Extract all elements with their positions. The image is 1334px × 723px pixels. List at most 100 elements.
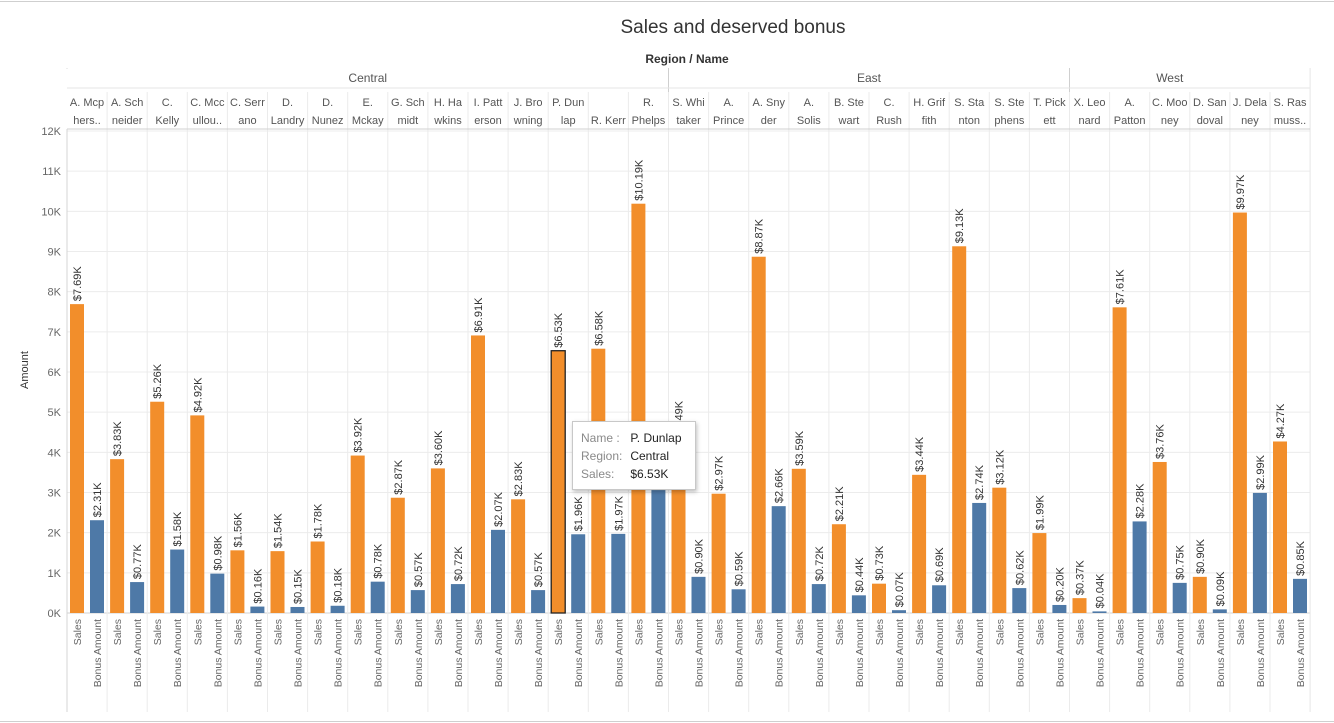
measure-label-sales: Sales: [794, 619, 806, 645]
sales-bar[interactable]: [390, 497, 405, 613]
sales-bar[interactable]: [270, 551, 285, 613]
sales-bar[interactable]: [70, 304, 84, 613]
bonus-bar[interactable]: [210, 573, 225, 613]
name-header: X. Leo: [1074, 97, 1106, 109]
bonus-bar[interactable]: [450, 584, 465, 613]
bonus-bar[interactable]: [410, 590, 425, 613]
region-label-east: East: [857, 71, 882, 85]
bonus-bar[interactable]: [531, 590, 546, 613]
bonus-bar[interactable]: [1012, 588, 1027, 613]
sales-bar[interactable]: [711, 493, 726, 613]
sales-bar[interactable]: [751, 256, 766, 613]
sales-value-label: $6.53K: [553, 312, 565, 348]
measure-labels: Sales Bonus Amount Sales Bonus Amount Sales B…: [72, 619, 1307, 687]
sales-bar[interactable]: [1232, 212, 1247, 613]
measure-label-sales: Sales: [273, 619, 285, 645]
bonus-bar[interactable]: [1212, 609, 1227, 613]
bonus-bar[interactable]: [1092, 611, 1107, 613]
name-header: E.: [363, 97, 373, 109]
name-header: C. Serr: [230, 97, 265, 109]
measure-label-sales: Sales: [112, 619, 124, 645]
measure-label-bonus: Bonus Amount: [814, 619, 826, 687]
bonus-value-label: $0.75K: [1175, 544, 1187, 580]
bonus-bar[interactable]: [370, 581, 385, 613]
sales-bar[interactable]: [872, 583, 886, 613]
name-header: wkins: [433, 115, 462, 127]
bonus-bar[interactable]: [1252, 492, 1267, 613]
bonus-bar[interactable]: [1293, 578, 1307, 613]
measure-label-bonus: Bonus Amount: [533, 619, 545, 687]
name-header: C.: [162, 97, 173, 109]
column-header-title: Region / Name: [645, 52, 729, 66]
measure-label-bonus: Bonus Amount: [613, 619, 625, 687]
sales-bar[interactable]: [550, 350, 566, 614]
bonus-value-label: $0.16K: [252, 568, 264, 604]
y-tick-0K: 0K: [48, 608, 62, 620]
bonus-bar[interactable]: [130, 582, 145, 613]
bonus-bar[interactable]: [651, 490, 666, 613]
y-axis: 0K 1K 2K 3K 4K 5K 6K 7K 8K 9K 10K 11K 12K: [41, 126, 68, 712]
name-header: A. Sch: [111, 97, 143, 109]
measure-label-bonus: Bonus Amount: [373, 619, 385, 687]
sales-bar[interactable]: [992, 487, 1007, 613]
sales-bar[interactable]: [1032, 533, 1047, 613]
bonus-bar[interactable]: [330, 605, 345, 613]
sales-bar[interactable]: [952, 246, 967, 614]
bonus-bar[interactable]: [932, 585, 947, 613]
name-header: Patton: [1114, 115, 1146, 127]
bonus-value-label: $0.20K: [1054, 566, 1066, 602]
bonus-bar[interactable]: [491, 529, 505, 613]
sales-bar[interactable]: [1072, 598, 1087, 613]
sales-value-label: $0.90K: [1195, 538, 1207, 574]
bonus-bar[interactable]: [290, 606, 305, 613]
sales-bar[interactable]: [631, 203, 646, 613]
measure-label-bonus: Bonus Amount: [92, 619, 104, 687]
bonus-bar[interactable]: [250, 606, 265, 613]
measure-label-sales: Sales: [754, 619, 766, 645]
sales-bar[interactable]: [190, 415, 205, 613]
bonus-bar[interactable]: [731, 589, 746, 613]
bonus-value-label: $0.98K: [212, 535, 224, 571]
measure-label-bonus: Bonus Amount: [974, 619, 986, 687]
sales-value-label: $0.37K: [1075, 560, 1087, 596]
measure-label-sales: Sales: [192, 619, 204, 645]
bonus-bar[interactable]: [1172, 582, 1187, 613]
sales-bar[interactable]: [912, 474, 927, 613]
sales-bar[interactable]: [310, 541, 325, 613]
sales-bar[interactable]: [430, 468, 445, 613]
bonus-bar[interactable]: [1052, 604, 1067, 613]
name-header: A.: [723, 97, 733, 109]
measure-label-bonus: Bonus Amount: [413, 619, 425, 687]
sales-bar[interactable]: [791, 468, 806, 613]
bonus-bar[interactable]: [1132, 521, 1147, 613]
bonus-bar[interactable]: [90, 520, 104, 613]
measure-label-sales: Sales: [633, 619, 645, 645]
bonus-bar[interactable]: [972, 502, 987, 613]
bonus-bar[interactable]: [851, 595, 866, 613]
measure-label-bonus: Bonus Amount: [573, 619, 585, 687]
bonus-bar[interactable]: [892, 610, 906, 613]
bar-labels: $7.69K $2.31K $3.83K $0.77K $5.26K $1.58K $4.9…: [72, 159, 1307, 608]
bonus-bar[interactable]: [771, 506, 786, 613]
sales-bar[interactable]: [511, 499, 526, 613]
sales-bar[interactable]: [1273, 441, 1287, 613]
sales-bar[interactable]: [350, 455, 365, 613]
tooltip-sales-row: Sales: $6.53K: [581, 465, 695, 483]
name-header: C. Moo: [1152, 97, 1187, 109]
sales-bar[interactable]: [1112, 307, 1127, 613]
bonus-bar[interactable]: [611, 533, 626, 613]
bonus-bar[interactable]: [170, 549, 185, 613]
sales-bar[interactable]: [1152, 461, 1167, 613]
name-header: J. Bro: [514, 97, 543, 109]
measure-label-sales: Sales: [1155, 619, 1167, 645]
sales-bar[interactable]: [831, 524, 846, 613]
bonus-bar[interactable]: [811, 584, 826, 613]
bonus-bar[interactable]: [571, 534, 586, 613]
sales-bar[interactable]: [230, 550, 245, 613]
sales-bar[interactable]: [150, 401, 165, 613]
sales-bar[interactable]: [471, 335, 485, 613]
sales-bar[interactable]: [1192, 576, 1207, 613]
sales-bar[interactable]: [110, 459, 125, 613]
bonus-value-label: $2.74K: [974, 464, 986, 500]
bonus-bar[interactable]: [691, 576, 706, 613]
